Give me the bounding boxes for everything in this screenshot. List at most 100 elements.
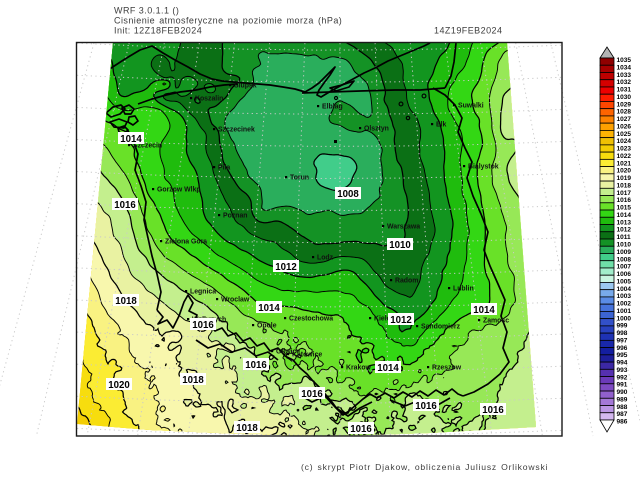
svg-text:Szczecin: Szczecin	[133, 143, 162, 150]
svg-text:Wroclaw: Wroclaw	[221, 297, 250, 304]
svg-text:1005: 1005	[617, 278, 632, 285]
svg-text:1016: 1016	[301, 388, 323, 400]
svg-text:1014: 1014	[473, 304, 495, 316]
svg-text:1016: 1016	[114, 199, 136, 211]
svg-text:Gorzow Wlkp: Gorzow Wlkp	[157, 187, 201, 194]
svg-text:1017: 1017	[617, 190, 632, 197]
svg-text:1008: 1008	[337, 188, 359, 200]
svg-text:1026: 1026	[617, 123, 632, 130]
svg-text:1001: 1001	[617, 308, 632, 315]
svg-text:1029: 1029	[617, 101, 632, 108]
svg-text:1014: 1014	[258, 302, 280, 314]
svg-text:1016: 1016	[350, 423, 372, 435]
svg-text:1023: 1023	[617, 146, 632, 153]
svg-text:1033: 1033	[617, 72, 632, 79]
svg-text:1009: 1009	[617, 249, 632, 256]
svg-text:1021: 1021	[617, 160, 632, 167]
svg-text:1020: 1020	[108, 379, 130, 391]
svg-text:Sandomierz: Sandomierz	[421, 324, 461, 331]
svg-text:1012: 1012	[390, 314, 412, 326]
svg-text:Pila: Pila	[218, 165, 230, 172]
svg-text:1012: 1012	[275, 261, 297, 273]
svg-text:Opole: Opole	[257, 323, 277, 330]
svg-text:Poznan: Poznan	[223, 213, 248, 220]
svg-text:1006: 1006	[617, 271, 632, 278]
svg-text:1034: 1034	[617, 64, 632, 71]
svg-text:1003: 1003	[617, 293, 632, 300]
svg-text:1016: 1016	[482, 404, 504, 416]
svg-text:1012: 1012	[617, 227, 632, 234]
svg-text:1032: 1032	[617, 79, 632, 86]
svg-text:Katowice: Katowice	[292, 352, 322, 359]
svg-text:1027: 1027	[617, 116, 632, 123]
svg-text:Olsztyn: Olsztyn	[364, 126, 389, 133]
svg-text:1010: 1010	[389, 239, 411, 251]
svg-text:987: 987	[617, 411, 628, 418]
svg-text:Suwalki: Suwalki	[458, 103, 484, 110]
svg-text:1019: 1019	[617, 175, 632, 182]
svg-text:1030: 1030	[617, 94, 632, 101]
svg-text:988: 988	[617, 404, 628, 411]
svg-text:1010: 1010	[617, 242, 632, 249]
svg-text:1018: 1018	[617, 182, 632, 189]
svg-text:1016: 1016	[617, 197, 632, 204]
svg-text:1025: 1025	[617, 131, 632, 138]
svg-text:1031: 1031	[617, 87, 632, 94]
svg-text:990: 990	[617, 389, 628, 396]
svg-text:1011: 1011	[617, 234, 631, 241]
svg-text:1028: 1028	[617, 109, 632, 116]
svg-text:Lublin: Lublin	[453, 286, 474, 293]
svg-text:WRF 3.0.1.1 (): WRF 3.0.1.1 ()	[114, 6, 179, 16]
svg-text:1013: 1013	[617, 219, 632, 226]
svg-text:992: 992	[617, 374, 628, 381]
svg-text:Torun: Torun	[290, 175, 309, 182]
svg-text:1020: 1020	[617, 168, 632, 175]
svg-text:Krakow: Krakow	[346, 365, 372, 372]
svg-text:Zielona Gora: Zielona Gora	[165, 239, 207, 246]
svg-text:Elblag: Elblag	[322, 104, 343, 111]
svg-text:1004: 1004	[617, 286, 632, 293]
svg-text:1016: 1016	[415, 400, 437, 412]
svg-text:Szczecinek: Szczecinek	[218, 127, 255, 134]
svg-text:1014: 1014	[377, 362, 399, 374]
svg-text:989: 989	[617, 396, 628, 403]
svg-text:1016: 1016	[192, 319, 214, 331]
svg-text:1035: 1035	[617, 57, 632, 64]
svg-text:1018: 1018	[182, 374, 204, 386]
svg-text:Czestochowa: Czestochowa	[289, 316, 333, 323]
svg-text:1022: 1022	[617, 153, 632, 160]
svg-text:1024: 1024	[617, 138, 632, 145]
svg-text:Warszawa: Warszawa	[387, 224, 420, 231]
svg-text:Kielce: Kielce	[374, 316, 394, 323]
svg-text:1002: 1002	[617, 301, 632, 308]
svg-text:(c) skrypt Piotr Djakow, oblic: (c) skrypt Piotr Djakow, obliczenia Juli…	[301, 462, 548, 472]
svg-text:Zamosc: Zamosc	[483, 318, 509, 325]
svg-text:986: 986	[617, 419, 628, 426]
svg-text:Koszalin: Koszalin	[195, 96, 223, 103]
svg-text:Rzeszow: Rzeszow	[432, 365, 462, 372]
svg-text:1015: 1015	[617, 205, 632, 212]
svg-text:1008: 1008	[617, 256, 632, 263]
svg-text:994: 994	[617, 360, 628, 367]
svg-text:1018: 1018	[236, 422, 258, 434]
svg-text:Gliwice: Gliwice	[276, 349, 300, 356]
svg-text:Legnica: Legnica	[190, 289, 216, 296]
svg-text:1014: 1014	[617, 212, 632, 219]
svg-text:Radom: Radom	[395, 278, 418, 285]
svg-text:14Z19FEB2024: 14Z19FEB2024	[434, 26, 502, 36]
svg-text:Init: 12Z18FEB2024: Init: 12Z18FEB2024	[114, 26, 202, 36]
svg-text:Elk: Elk	[436, 122, 447, 129]
svg-text:Bialystok: Bialystok	[468, 164, 499, 171]
svg-text:1000: 1000	[617, 315, 632, 322]
svg-text:997: 997	[617, 337, 628, 344]
svg-text:1016: 1016	[245, 359, 267, 371]
svg-text:998: 998	[617, 330, 628, 337]
svg-text:Slupsk: Slupsk	[234, 83, 257, 90]
svg-text:995: 995	[617, 352, 628, 359]
svg-text:1007: 1007	[617, 264, 632, 271]
svg-text:999: 999	[617, 323, 628, 330]
svg-text:993: 993	[617, 367, 628, 374]
svg-text:991: 991	[617, 382, 628, 389]
svg-text:Cisnienie atmosferyczne na poz: Cisnienie atmosferyczne na poziomie morz…	[114, 16, 342, 26]
svg-text:1018: 1018	[115, 295, 137, 307]
